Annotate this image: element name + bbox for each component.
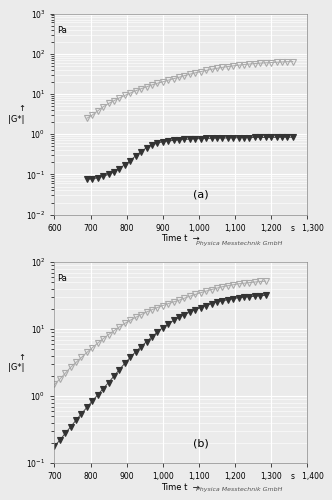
- Text: (a): (a): [193, 190, 209, 200]
- Y-axis label: ↑
|G*|: ↑ |G*|: [8, 353, 25, 372]
- Text: Pa: Pa: [57, 26, 67, 35]
- Y-axis label: ↑
|G*|: ↑ |G*|: [8, 104, 25, 124]
- Text: Pa: Pa: [57, 274, 67, 283]
- Text: Physica Messtechnik GmbH: Physica Messtechnik GmbH: [196, 488, 282, 492]
- Text: (b): (b): [193, 438, 209, 448]
- Text: Physica Messtechnik GmbH: Physica Messtechnik GmbH: [196, 241, 282, 246]
- X-axis label: Time t  →: Time t →: [161, 482, 200, 492]
- X-axis label: Time t  →: Time t →: [161, 234, 200, 243]
